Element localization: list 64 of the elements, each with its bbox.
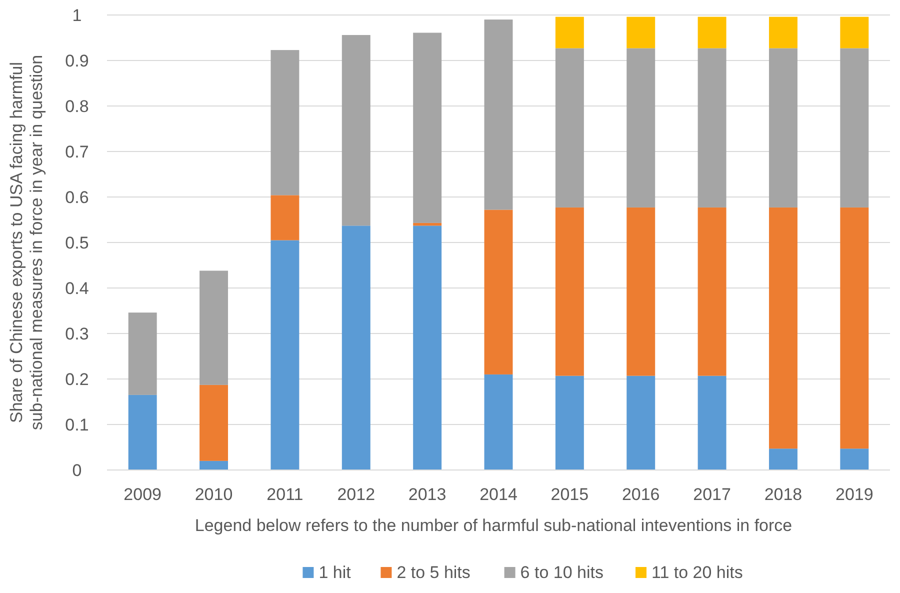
bar xyxy=(128,394,157,470)
bar xyxy=(342,226,370,470)
bar xyxy=(626,376,656,470)
y-tick-label: 0 xyxy=(72,460,82,480)
x-tick-label: 2018 xyxy=(764,485,802,504)
bar xyxy=(768,448,798,470)
bar xyxy=(768,207,798,449)
y-tick-label: 0.6 xyxy=(65,188,89,207)
bar xyxy=(768,16,798,48)
bar xyxy=(840,16,869,48)
x-tick-label: 2011 xyxy=(266,485,304,504)
bar xyxy=(840,207,869,449)
bar xyxy=(128,312,157,395)
bar xyxy=(484,20,513,210)
bar xyxy=(555,48,584,208)
bar xyxy=(840,48,869,208)
y-tick-label: 0.3 xyxy=(65,324,89,344)
bar xyxy=(698,48,726,208)
bar xyxy=(698,376,726,470)
bar xyxy=(413,222,442,226)
bar xyxy=(270,195,300,240)
y-tick-label: 0.2 xyxy=(65,370,89,389)
x-axis-title: Legend below refers to the number of harmful sub-national inteventions in force xyxy=(194,516,792,535)
x-tick-label: 2010 xyxy=(194,485,233,504)
bar xyxy=(555,376,584,470)
y-tick-label: 0.8 xyxy=(65,96,89,116)
bar xyxy=(698,207,726,376)
bar xyxy=(413,32,442,223)
x-tick-label: 2019 xyxy=(835,485,874,504)
bar xyxy=(200,270,228,385)
y-tick-label: 0.4 xyxy=(65,278,89,298)
x-tick-label: 2015 xyxy=(550,485,589,504)
legend-label: 6 to 10 hits xyxy=(520,563,604,582)
x-tick-label: 2016 xyxy=(622,485,660,504)
y-tick-label: 0.1 xyxy=(65,415,89,434)
bar xyxy=(626,207,656,376)
bar xyxy=(270,240,300,470)
bar xyxy=(626,48,656,208)
bar xyxy=(555,207,584,376)
y-tick-label: 0.9 xyxy=(65,51,89,70)
bar xyxy=(342,35,370,226)
bar xyxy=(626,16,656,48)
y-tick-label: 0.5 xyxy=(65,233,89,252)
bar xyxy=(484,374,513,470)
bar xyxy=(840,448,869,470)
bar xyxy=(698,16,726,48)
x-tick-label: 2014 xyxy=(480,485,518,504)
bar xyxy=(200,384,228,461)
legend-label: 1 hit xyxy=(318,563,352,582)
x-tick-label: 2012 xyxy=(337,485,376,504)
bar xyxy=(484,210,513,374)
y-tick-label: 1 xyxy=(72,6,82,25)
bar xyxy=(768,48,798,208)
bar xyxy=(555,16,584,48)
bar xyxy=(200,460,228,470)
x-tick-label: 2009 xyxy=(124,485,162,504)
y-axis-title: Share of Chinese exports to USA facing harmful sub-national measures in force in year in question xyxy=(7,54,46,430)
bar xyxy=(413,226,442,470)
x-tick-label: 2017 xyxy=(693,485,731,504)
y-tick-label: 0.7 xyxy=(65,142,89,162)
legend-label: 2 to 5 hits xyxy=(396,563,470,582)
x-tick-label: 2013 xyxy=(408,485,446,504)
legend-label: 11 to 20 hits xyxy=(652,563,743,582)
bar xyxy=(270,50,300,196)
